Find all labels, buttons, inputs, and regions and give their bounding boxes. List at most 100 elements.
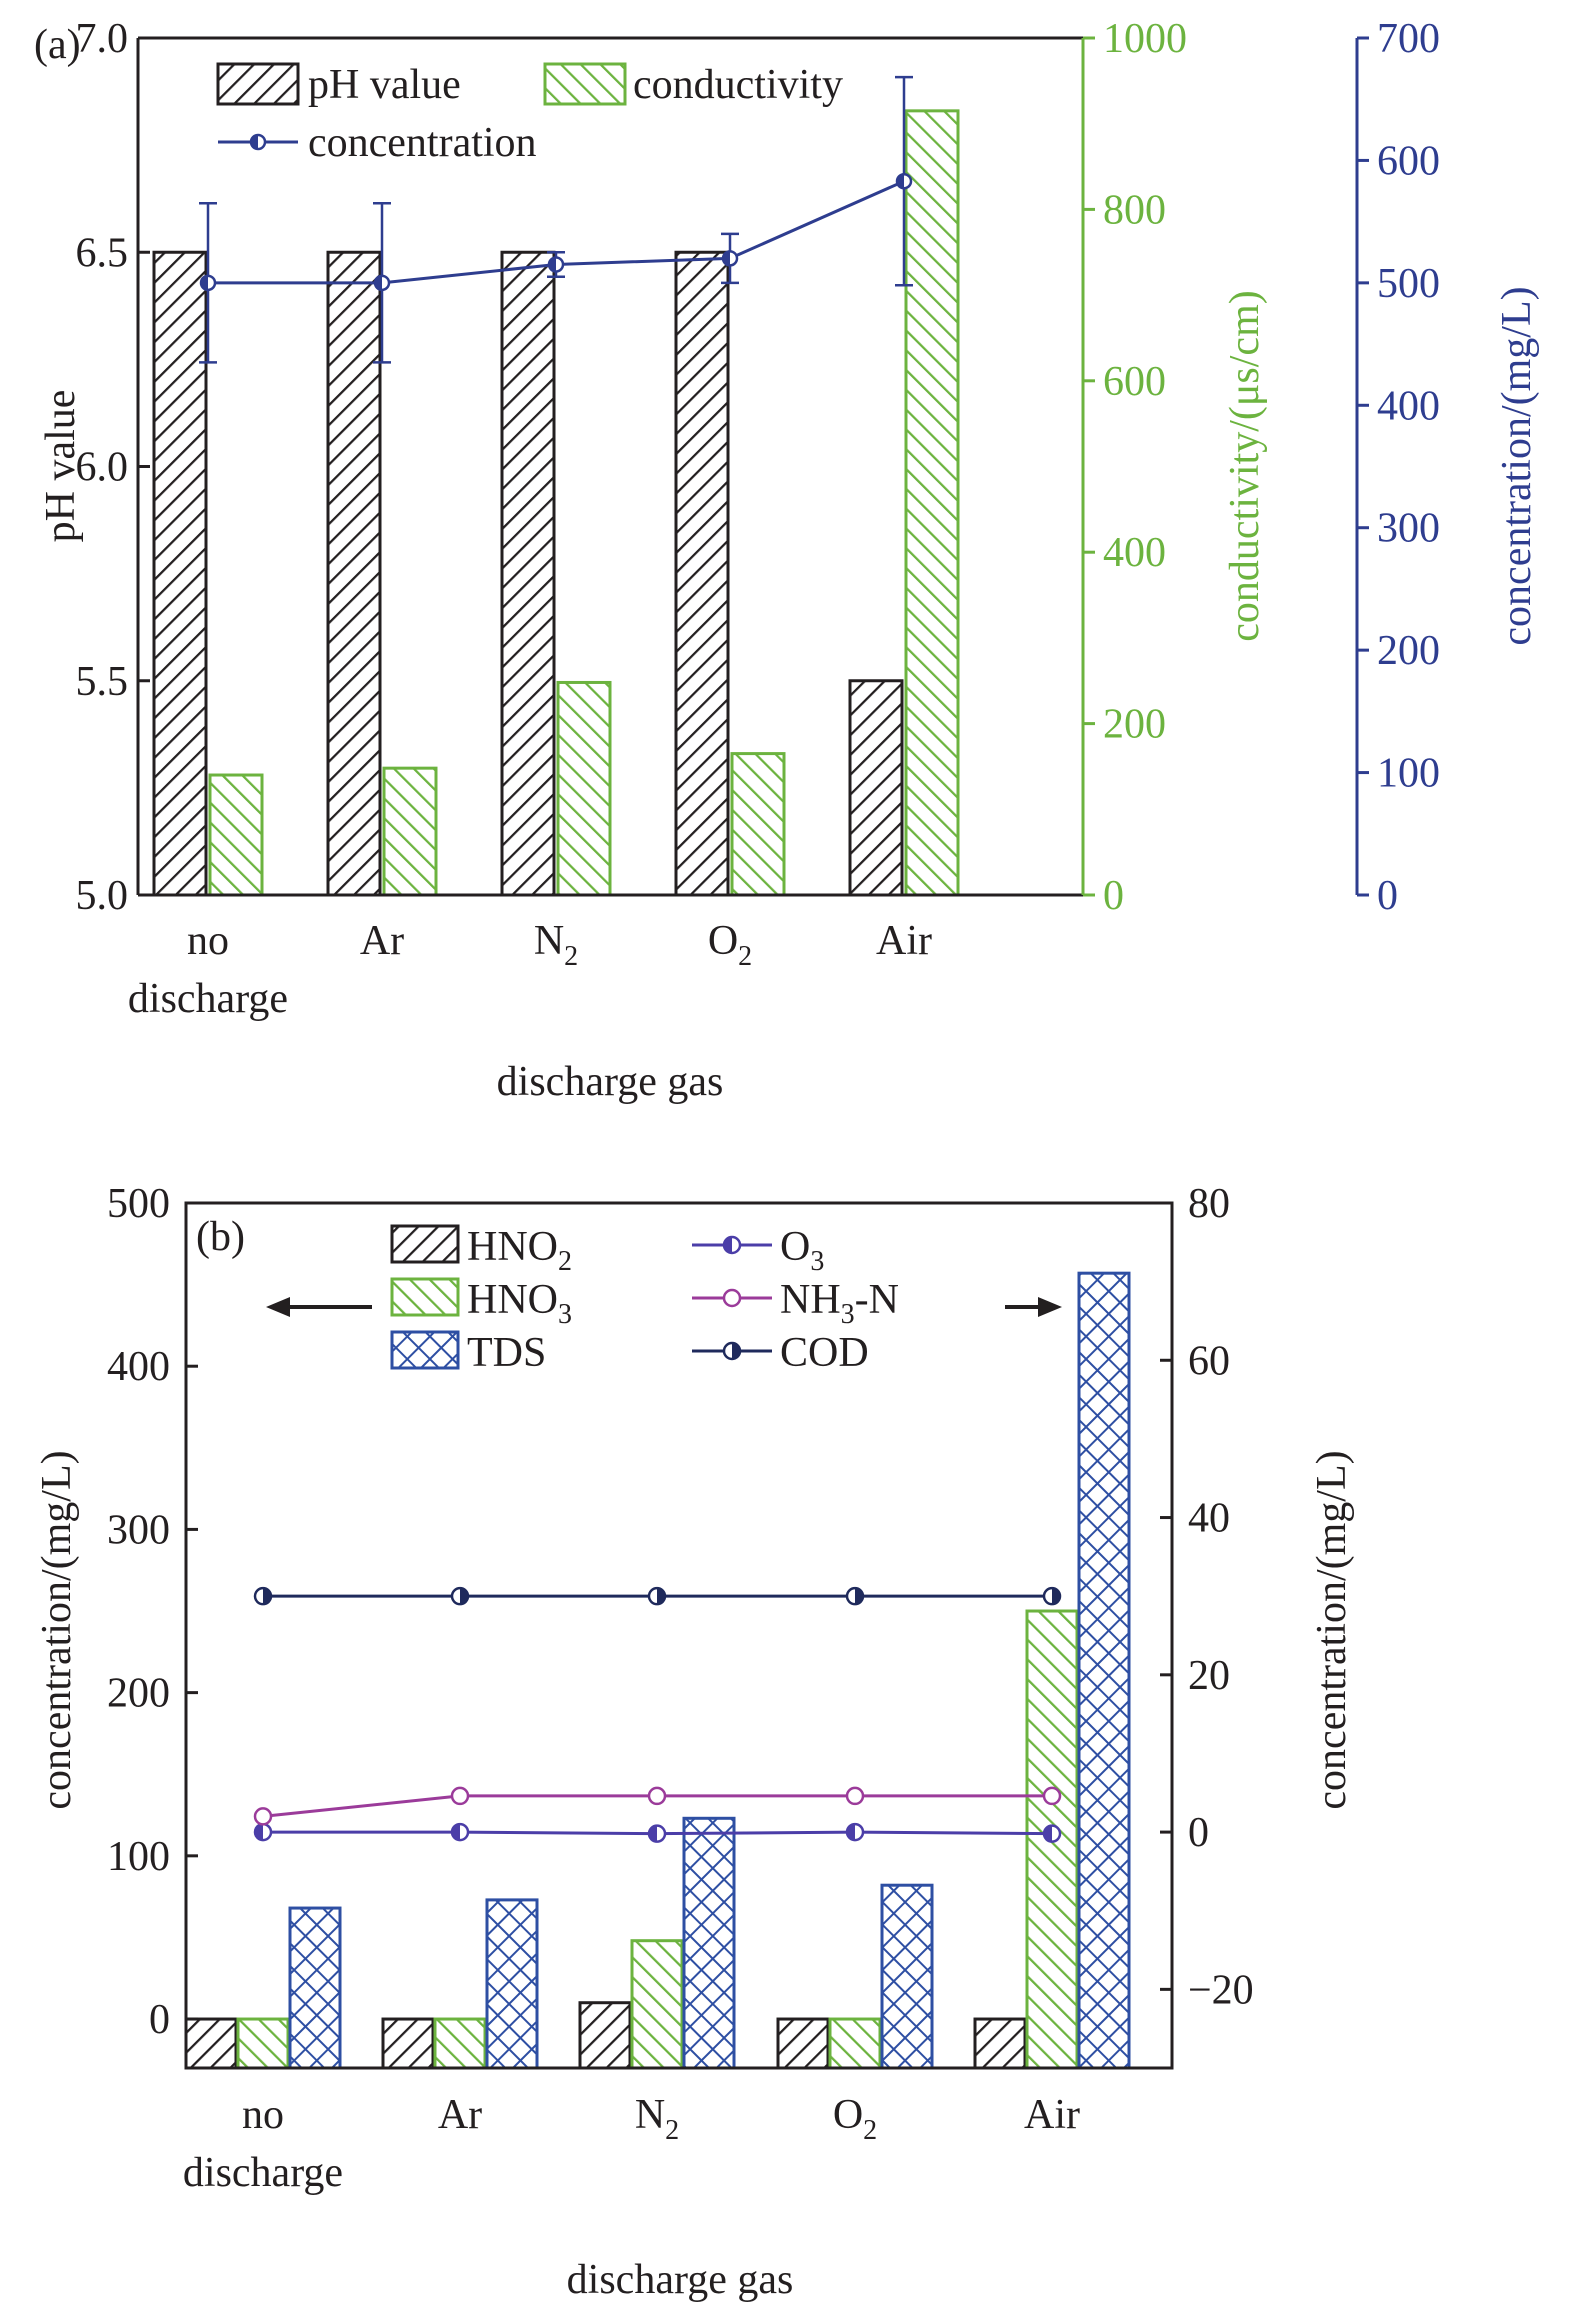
left-tick-label: 0 — [149, 1997, 170, 2043]
right-arrow-head — [1038, 1297, 1062, 1317]
right-tick-label: 60 — [1188, 1338, 1230, 1384]
right-tick-label: 0 — [1188, 1810, 1209, 1856]
concentration-tick-label: 300 — [1377, 506, 1440, 552]
hno2-bar — [184, 2017, 238, 2070]
legend-label-nh3n-main: NH — [780, 1277, 841, 1323]
legend-swatch-ph-value — [216, 62, 300, 106]
panel-b-category-label-main: N — [635, 2092, 665, 2138]
legend-label-hno3: HNO3 — [467, 1277, 572, 1330]
legend-label-o3-main: O — [780, 1224, 810, 1270]
legend-label-hno2-sub: 2 — [558, 1246, 572, 1277]
left-tick-label: 200 — [107, 1671, 170, 1717]
left-tick-label: 300 — [107, 1507, 170, 1553]
legend-swatch-tds — [390, 1330, 460, 1370]
legend-label-hno2: HNO2 — [467, 1224, 572, 1277]
panel-b-x-label: discharge gas — [567, 2257, 794, 2303]
tds-bar — [288, 1906, 342, 2070]
legend-marker-nh3n — [722, 1288, 742, 1308]
ph-bar — [848, 679, 904, 897]
nh3n-point — [1042, 1786, 1062, 1806]
legend-swatch-hno3 — [390, 1277, 460, 1317]
left-tick-label: 100 — [107, 1834, 170, 1880]
panel-b-plot: 0 100 200 300 400 500 −20 0 20 40 60 80 no discharge A… — [107, 1181, 1254, 2196]
conductivity-tick-label: 0 — [1103, 873, 1124, 919]
tds-bar — [682, 1816, 736, 2070]
cod-point-fill — [1052, 1588, 1060, 1605]
conductivity-bar — [208, 773, 264, 897]
o3-point-fill — [255, 1824, 263, 1841]
ph-bar — [326, 250, 382, 897]
nh3n-point — [647, 1786, 667, 1806]
legend-label-hno2-main: HNO — [467, 1224, 558, 1270]
hno3-bar — [630, 1939, 684, 2070]
concentration-point-fill — [201, 275, 208, 290]
right-tick-label: 20 — [1188, 1653, 1230, 1699]
hno3-bar — [828, 2017, 882, 2070]
legend-swatch-conductivity — [543, 62, 627, 106]
left-arrow-head — [266, 1297, 290, 1317]
concentration-tick-label: 400 — [1377, 383, 1440, 429]
concentration-tick-label: 700 — [1377, 16, 1440, 62]
panel-b-category-label-line2: discharge — [183, 2150, 343, 2196]
panel-b-category-label: Ar — [438, 2092, 482, 2138]
ph-bar — [674, 250, 730, 897]
concentration-point-fill — [897, 174, 904, 189]
ph-tick-label: 6.5 — [76, 230, 129, 276]
panel-b-axes — [184, 1201, 1174, 2070]
legend-label-ph-value: pH value — [308, 62, 461, 108]
right-tick-label: 40 — [1188, 1496, 1230, 1542]
panel-a-category-label: Ar — [360, 918, 404, 964]
nh3n-point — [253, 1807, 273, 1826]
conductivity-tick-label: 400 — [1103, 530, 1166, 576]
concentration-tick-label: 600 — [1377, 138, 1440, 184]
ph-tick-label: 5.0 — [76, 873, 129, 919]
tds-bar — [880, 1883, 934, 2070]
cod-point-fill — [460, 1588, 468, 1605]
right-tick-label: 80 — [1188, 1181, 1230, 1227]
legend-marker-concentration-fill — [251, 135, 258, 149]
hno2-bar — [973, 2017, 1027, 2070]
panel-a-category-label-main: N — [534, 918, 564, 964]
concentration-tick-label: 200 — [1377, 628, 1440, 674]
right-tick-label: −20 — [1188, 1967, 1254, 2013]
panel-b: 0 100 200 300 400 500 −20 0 20 40 60 80 no discharge A… — [34, 1181, 1355, 2303]
hno3-bar — [433, 2017, 487, 2070]
cod-point-fill — [855, 1588, 863, 1605]
nh3n-point — [845, 1786, 865, 1806]
panel-a: (a) 5.0 5.5 6.0 6.5 7.0 0 200 400 600 800 1000 0 100… — [34, 16, 1540, 1105]
cod-point-fill — [657, 1588, 665, 1605]
tds-bar — [485, 1898, 539, 2070]
panel-a-label: (a) — [34, 22, 81, 68]
panel-b-category-label-sub: 2 — [863, 2115, 877, 2146]
legend-label-nh3n: NH3-N — [780, 1277, 899, 1330]
o3-point-fill — [847, 1824, 855, 1841]
conductivity-bar — [382, 766, 438, 897]
legend-label-conductivity: conductivity — [633, 62, 843, 108]
conductivity-tick-label: 200 — [1103, 702, 1166, 748]
cod-point-fill — [263, 1588, 271, 1605]
panel-b-label: (b) — [196, 1214, 245, 1260]
o3-point-fill — [452, 1824, 460, 1841]
conductivity-tick-label: 600 — [1103, 359, 1166, 405]
legend-swatch-hno2 — [390, 1224, 460, 1264]
legend-label-hno3-sub: 3 — [558, 1299, 572, 1330]
panel-a-category-label: Air — [876, 918, 932, 964]
hno2-bar — [776, 2017, 830, 2070]
hno3-bar — [236, 2017, 290, 2070]
ph-tick-label: 6.0 — [76, 445, 129, 491]
conductivity-tick-label: 1000 — [1103, 16, 1187, 62]
panel-b-y-label-right: concentration/(mg/L) — [1309, 1450, 1355, 1809]
concentration-point-fill — [723, 251, 730, 266]
ph-tick-label: 7.0 — [76, 16, 129, 62]
concentration-tick-label: 500 — [1377, 261, 1440, 307]
panel-b-frame — [184, 1201, 1174, 2070]
ph-bar — [152, 250, 208, 897]
ph-bar — [500, 250, 556, 897]
panel-b-category-label: no — [242, 2092, 284, 2138]
panel-b-category-label-sub: 2 — [665, 2115, 679, 2146]
o3-point-fill — [1044, 1825, 1052, 1842]
concentration-point-fill — [375, 275, 382, 290]
panel-a-axes — [136, 36, 1359, 897]
hno2-bar — [578, 2001, 632, 2070]
